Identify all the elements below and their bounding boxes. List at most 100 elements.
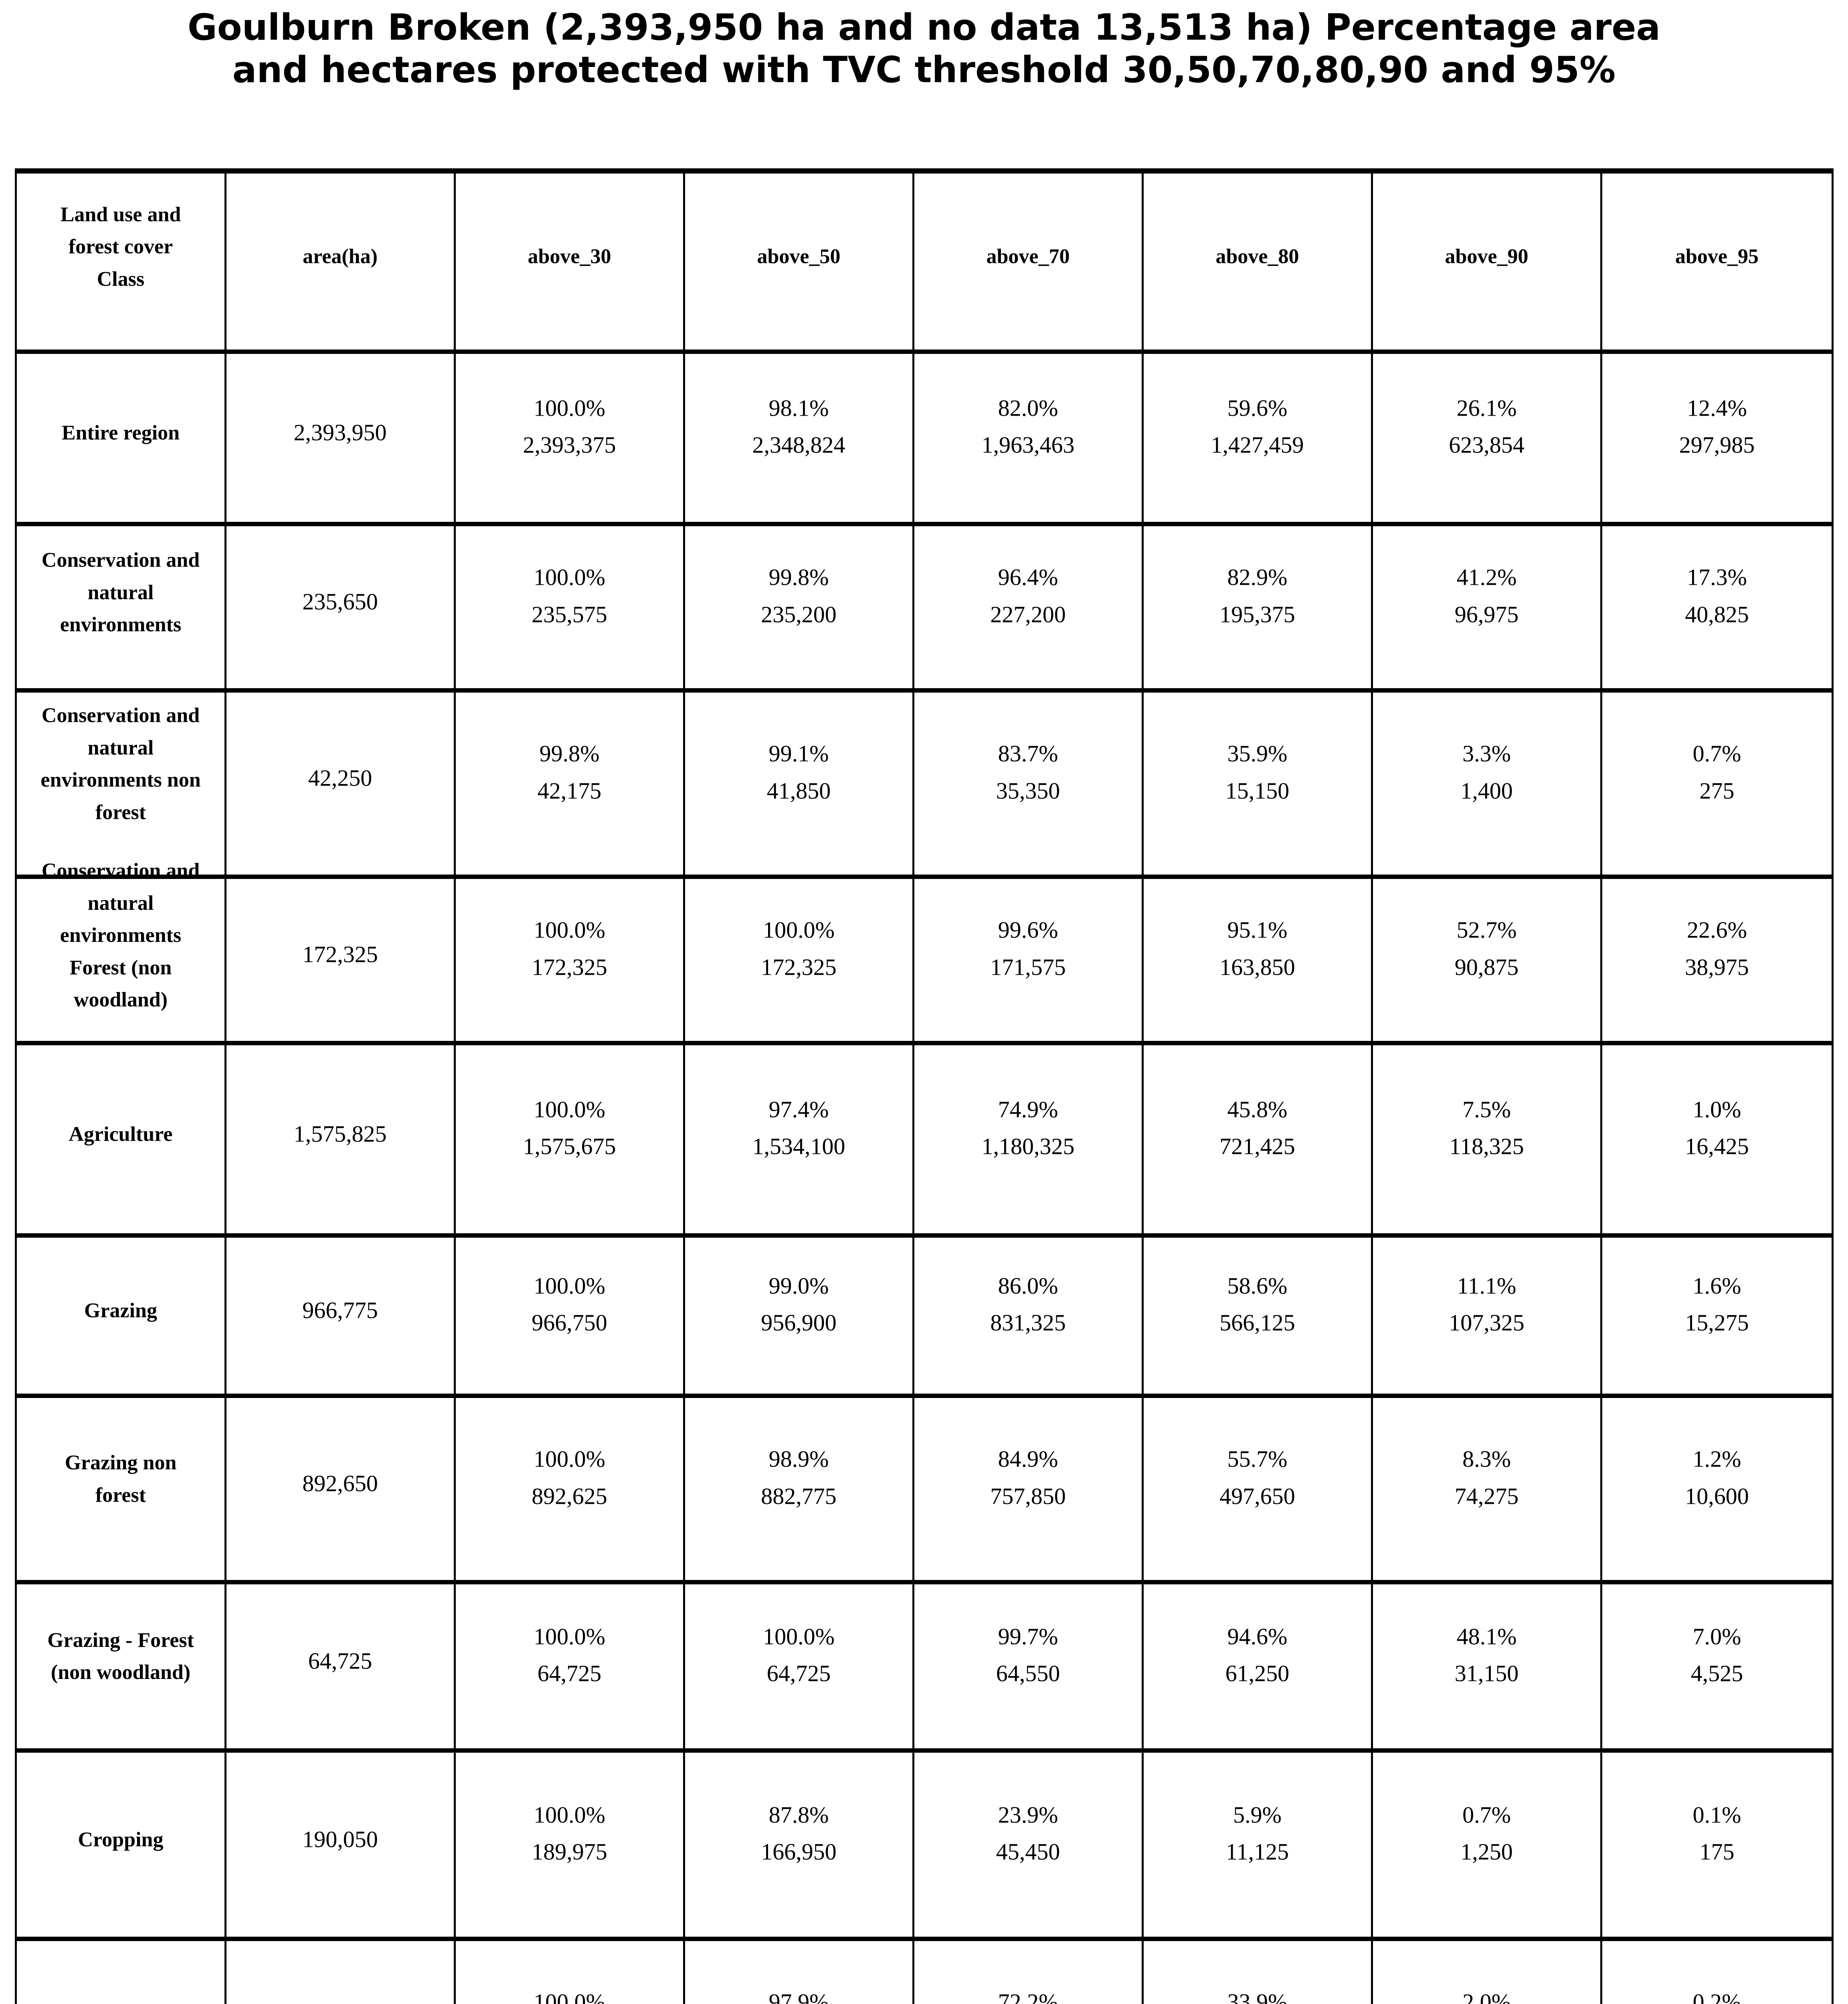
table-row: Conservation and natural environments Fo… <box>17 859 1832 1045</box>
above90-cell: 8.3% 74,275 <box>1373 1398 1602 1580</box>
row-label-cell: Cropping <box>17 1753 226 1937</box>
above70-percent: 96.4% <box>998 564 1058 590</box>
above30-hectares: 64,725 <box>537 1660 602 1687</box>
above70-cell: 84.9% 757,850 <box>914 1398 1144 1580</box>
row-label-cell: Agriculture <box>17 1045 226 1233</box>
above80-hectares: 61,250 <box>1225 1660 1290 1687</box>
area-cell: 966,775 <box>226 1238 456 1394</box>
area-cell: 172,325 <box>226 879 456 1041</box>
above95-cell: 0.7% 275 <box>1602 693 1832 875</box>
above50-hectares: 956,900 <box>761 1309 837 1336</box>
above30-hectares: 966,750 <box>532 1309 607 1336</box>
above95-cell: 0.1% 175 <box>1602 1753 1832 1937</box>
above50-cell: 98.9% 882,775 <box>685 1398 914 1580</box>
above30-percent: 100.0% <box>534 394 605 421</box>
above50-percent: 97.4% <box>768 1096 829 1122</box>
above50-hectares: 235,200 <box>761 601 837 628</box>
table-row: Conservation and natural environments 23… <box>17 526 1832 693</box>
header-cell-above95: above_95 <box>1675 245 1759 268</box>
above90-hectares: 1,400 <box>1460 778 1513 804</box>
above70-percent: 86.0% <box>998 1272 1058 1299</box>
above30-cell: 100.0% 172,325 <box>456 879 685 1041</box>
above80-cell: 33.9% 137,925 <box>1144 1941 1373 2004</box>
above30-percent: 100.0% <box>534 564 605 590</box>
above95-cell: 1.2% 10,600 <box>1602 1398 1832 1580</box>
above70-hectares: 35,350 <box>996 778 1060 804</box>
row-label-cell: Conservation and natural environments no… <box>17 693 226 875</box>
above50-hectares: 166,950 <box>761 1838 837 1865</box>
page-title-line2: and hectares protected with TVC threshol… <box>232 49 1616 91</box>
above30-hectares: 172,325 <box>532 954 607 980</box>
above90-percent: 52.7% <box>1456 917 1517 943</box>
area-cell: 64,725 <box>226 1584 456 1748</box>
above30-percent: 100.0% <box>534 1801 605 1828</box>
above50-percent: 100.0% <box>763 1623 835 1649</box>
above50-hectares: 172,325 <box>761 954 837 980</box>
above70-percent: 83.7% <box>998 740 1058 767</box>
above90-percent: 2.0% <box>1462 1989 1511 2004</box>
above30-percent: 100.0% <box>534 1623 605 1649</box>
above80-percent: 95.1% <box>1227 917 1288 943</box>
above90-hectares: 90,875 <box>1454 954 1519 980</box>
above95-hectares: 38,975 <box>1685 954 1749 980</box>
above90-cell: 48.1% 31,150 <box>1373 1584 1602 1748</box>
above50-percent: 98.9% <box>768 1446 829 1472</box>
above50-cell: 98.1% 2,348,824 <box>685 354 914 522</box>
row-label-cell: Entire region <box>17 354 226 522</box>
above30-cell: 100.0% 235,575 <box>456 526 685 688</box>
above70-hectares: 64,550 <box>996 1660 1060 1687</box>
header-cell-above90: above_90 <box>1373 174 1602 349</box>
above80-percent: 45.8% <box>1227 1096 1288 1122</box>
above80-cell: 82.9% 195,375 <box>1144 526 1373 688</box>
above70-hectares: 171,575 <box>990 954 1066 980</box>
area-cell: 235,650 <box>226 526 456 688</box>
above50-percent: 87.8% <box>768 1801 829 1828</box>
above50-cell: 99.1% 41,850 <box>685 693 914 875</box>
above30-cell: 100.0% 1,575,675 <box>456 1045 685 1233</box>
above80-cell: 45.8% 721,425 <box>1144 1045 1373 1233</box>
table-row: Entire region 2,393,950 100.0% 2,393,375… <box>17 354 1832 526</box>
above80-percent: 94.6% <box>1227 1623 1288 1649</box>
above50-cell: 100.0% 172,325 <box>685 879 914 1041</box>
above70-cell: 86.0% 831,325 <box>914 1238 1144 1394</box>
above80-hectares: 15,150 <box>1225 778 1290 804</box>
above30-hectares: 189,975 <box>532 1838 607 1865</box>
above95-hectares: 175 <box>1699 1838 1735 1865</box>
above70-hectares: 227,200 <box>990 601 1066 628</box>
header-cell-class: Land use and forest cover Class <box>17 174 226 349</box>
above90-hectares: 96,975 <box>1454 601 1519 628</box>
area-cell: 190,050 <box>226 1753 456 1937</box>
above30-hectares: 235,575 <box>532 601 607 628</box>
above50-cell: 99.8% 235,200 <box>685 526 914 688</box>
above95-cell: 22.6% 38,975 <box>1602 879 1832 1041</box>
above50-cell: 97.4% 1,534,100 <box>685 1045 914 1233</box>
above95-hectares: 40,825 <box>1685 601 1749 628</box>
above90-cell: 7.5% 118,325 <box>1373 1045 1602 1233</box>
above80-hectares: 721,425 <box>1219 1133 1295 1160</box>
above90-cell: 11.1% 107,325 <box>1373 1238 1602 1394</box>
above95-hectares: 275 <box>1699 778 1735 804</box>
above90-percent: 41.2% <box>1456 564 1517 590</box>
table-row: Conservation and natural environments no… <box>17 693 1832 879</box>
area-cell: 2,393,950 <box>226 354 456 522</box>
above70-percent: 74.9% <box>998 1096 1058 1122</box>
above90-cell: 52.7% 90,875 <box>1373 879 1602 1041</box>
above95-percent: 1.6% <box>1692 1272 1741 1299</box>
row-label-cell: Grazing <box>17 1238 226 1394</box>
above50-hectares: 1,534,100 <box>752 1133 845 1160</box>
above30-cell: 100.0% 64,725 <box>456 1584 685 1748</box>
above30-cell: 100.0% 406,675 <box>456 1941 685 2004</box>
above30-cell: 100.0% 966,750 <box>456 1238 685 1394</box>
row-label-cell: Irrigation <box>17 1941 226 2004</box>
above95-cell: 12.4% 297,985 <box>1602 354 1832 522</box>
header-cell-above80: above_80 <box>1144 174 1373 349</box>
above70-cell: 96.4% 227,200 <box>914 526 1144 688</box>
above95-hectares: 15,275 <box>1685 1309 1749 1336</box>
row-label-cell: Grazing - Forest (non woodland) <box>17 1584 226 1748</box>
header-cell-above50: above_50 <box>685 174 914 349</box>
above90-hectares: 623,854 <box>1449 432 1524 458</box>
above95-hectares: 297,985 <box>1679 432 1755 458</box>
above80-cell: 59.6% 1,427,459 <box>1144 354 1373 522</box>
above80-hectares: 195,375 <box>1219 601 1295 628</box>
above90-hectares: 1,250 <box>1460 1838 1513 1865</box>
